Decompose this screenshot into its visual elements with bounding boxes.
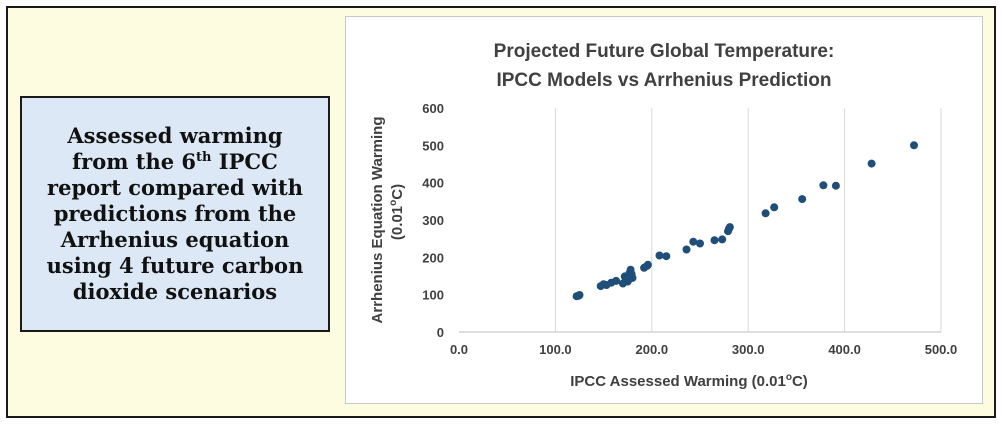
- caption-text: Assessed warming from the 6th IPCC repor…: [39, 123, 312, 305]
- grid-lines: [554, 108, 942, 332]
- y-tick-label: 300: [422, 213, 444, 228]
- data-point: [689, 237, 698, 246]
- chart-title-line1: Projected Future Global Temperature:: [494, 41, 835, 62]
- data-point: [682, 245, 691, 254]
- y-tick-label: 100: [422, 288, 444, 303]
- data-point: [819, 181, 828, 190]
- data-point: [831, 181, 840, 190]
- y-axis-label-superscript: o: [388, 200, 399, 206]
- y-axis-label-end: C): [389, 184, 406, 200]
- x-axis-label-end: C): [792, 373, 808, 390]
- y-tick-label: 500: [422, 138, 444, 153]
- x-tick-label: 300.0: [732, 342, 765, 357]
- x-tick-label: 100.0: [539, 342, 572, 357]
- y-tick-label: 400: [422, 176, 444, 191]
- chart-container: Projected Future Global Temperature: IPC…: [345, 16, 983, 404]
- caption-line: dioxide scenarios: [72, 279, 278, 304]
- data-point: [662, 252, 671, 261]
- data-point: [770, 203, 779, 212]
- data-point: [710, 236, 719, 245]
- y-axis-label-text: (0.01: [389, 206, 406, 240]
- caption-line: report compared with: [47, 175, 303, 200]
- data-point: [718, 235, 727, 244]
- y-tick-labels: 0 100 200 300 400 500 600: [422, 101, 444, 340]
- data-point: [910, 141, 918, 150]
- x-tick-label: 400.0: [828, 342, 861, 357]
- x-axis-label-superscript: o: [786, 372, 792, 383]
- data-point: [761, 209, 770, 218]
- scatter-chart: Projected Future Global Temperature: IPC…: [369, 41, 957, 390]
- x-axis-label-text: IPCC Assessed Warming (0.01: [570, 373, 786, 390]
- data-points: [572, 141, 918, 301]
- caption-line: from the 6th IPCC: [47, 149, 304, 175]
- data-point: [798, 195, 807, 204]
- data-point: [655, 251, 664, 260]
- y-tick-label: 200: [422, 250, 444, 265]
- x-tick-label: 200.0: [636, 342, 669, 357]
- chart-title-line2: IPCC Models vs Arrhenius Prediction: [496, 70, 831, 91]
- x-tick-label: 500.0: [925, 342, 958, 357]
- caption-line-part: from the 6: [72, 149, 197, 174]
- data-point: [643, 260, 652, 269]
- caption-line: Assessed warming: [67, 123, 283, 148]
- y-axis-label-line1: Arrhenius Equation Warming: [369, 117, 386, 324]
- x-tick-labels: 0.0 100.0 200.0 300.0 400.0 500.0: [450, 342, 957, 357]
- caption-line-part: IPCC: [211, 149, 278, 174]
- caption-line: using 4 future carbon: [46, 253, 304, 278]
- y-tick-label: 600: [422, 101, 444, 116]
- data-point: [867, 159, 876, 168]
- data-point: [725, 223, 734, 232]
- caption-box: Assessed warming from the 6th IPCC repor…: [20, 96, 330, 332]
- data-point: [696, 239, 704, 248]
- y-axis-label-line2: (0.01oC): [388, 184, 406, 240]
- caption-line: Arrhenius equation: [60, 227, 290, 252]
- data-point: [575, 291, 584, 299]
- x-axis-label: IPCC Assessed Warming (0.01oC): [570, 372, 808, 390]
- y-tick-label: 0: [437, 325, 444, 340]
- caption-line: predictions from the: [53, 201, 297, 226]
- data-point: [628, 273, 637, 282]
- x-tick-label: 0.0: [450, 342, 468, 357]
- data-point: [612, 276, 621, 285]
- caption-superscript: th: [196, 150, 212, 165]
